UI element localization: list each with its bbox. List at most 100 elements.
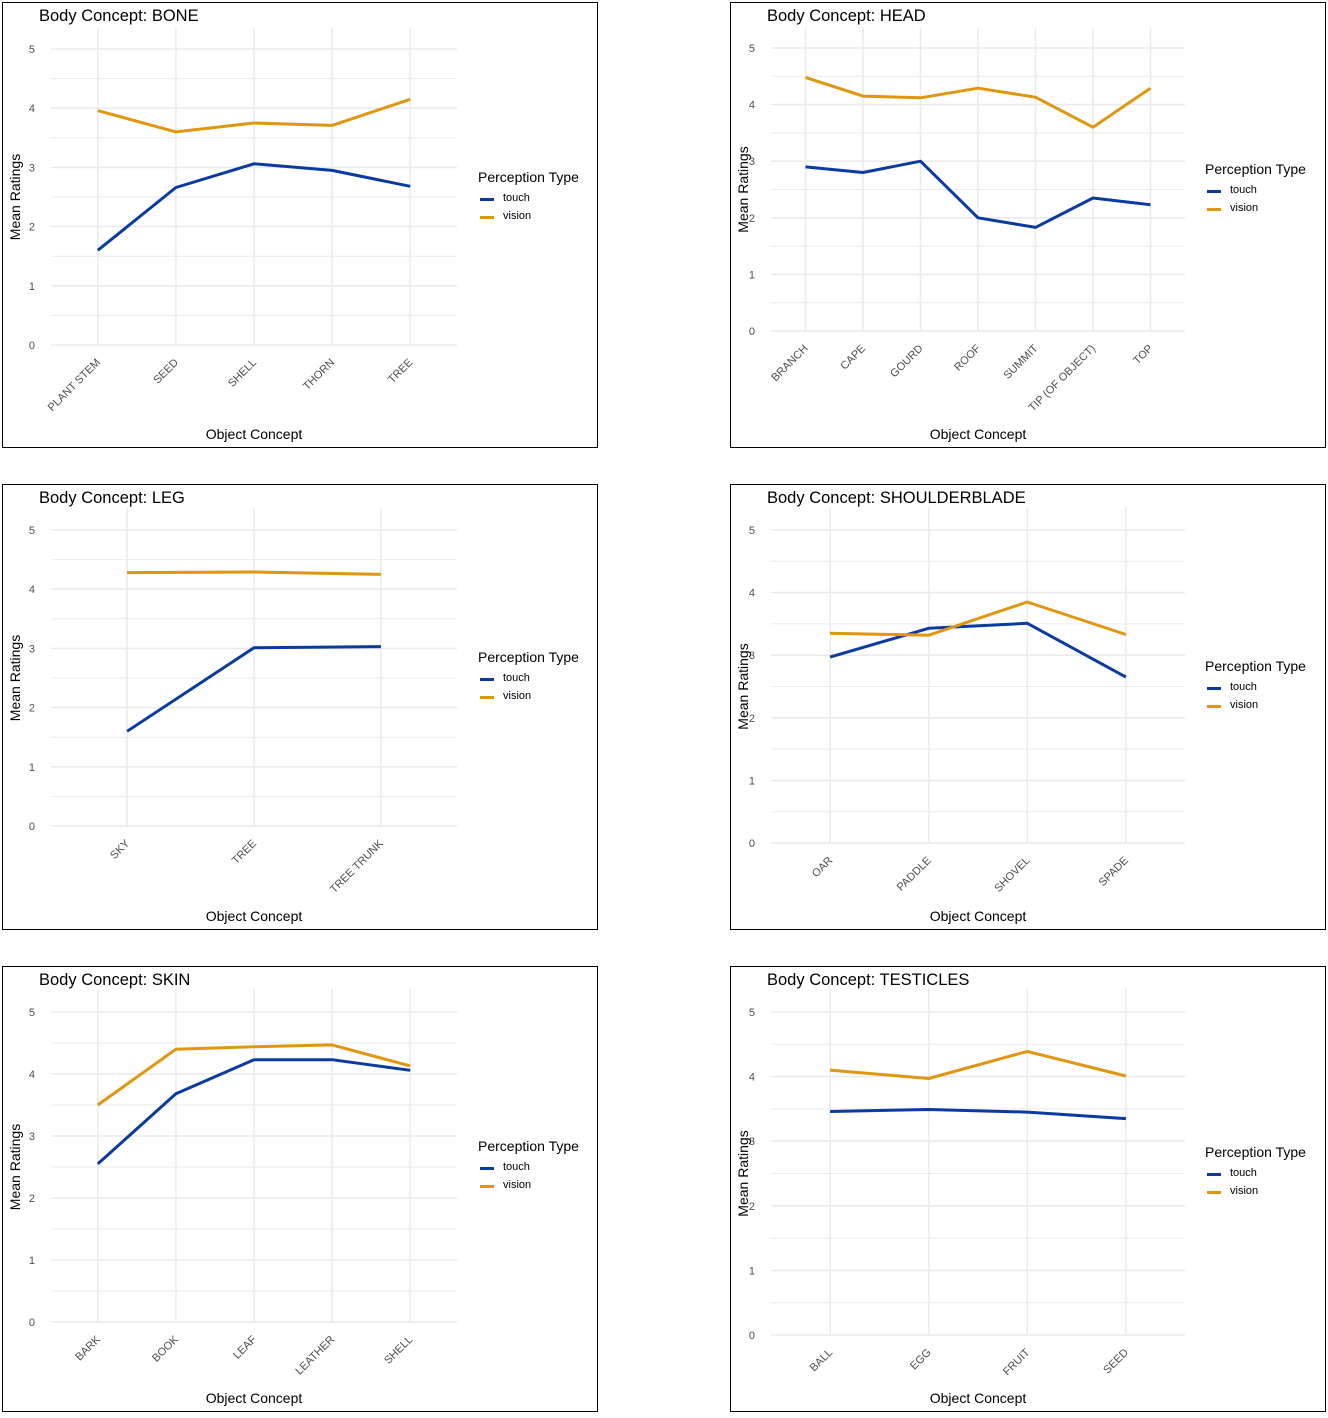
chart-panel: 0 1 2 3 4 5 SKY TREE TREE TRUNK Object Concept Mea…: [2, 484, 598, 930]
y-tick-label: 0: [749, 1330, 755, 1342]
legend-title: Perception Type: [478, 1138, 579, 1154]
y-tick-label: 2: [29, 1193, 35, 1205]
chart-panel: 0 1 2 3 4 5 BRANCH CAPE GOURD ROOF SUMMIT TIP (OF O…: [730, 2, 1326, 448]
x-tick-label: SHOVEL: [992, 855, 1032, 895]
chart-panel: 0 1 2 3 4 5 BALL EGG FRUIT SEED Object Concept Mean…: [730, 966, 1326, 1412]
y-tick-label: 0: [29, 821, 35, 833]
y-axis-title: Mean Ratings: [735, 643, 751, 729]
series-line-vision: [830, 600, 1127, 637]
legend: Perception Type touch vision: [478, 649, 608, 707]
legend-swatch-touch: [1207, 1173, 1221, 1176]
series-line-touch: [96, 162, 411, 252]
series-line-vision: [97, 97, 411, 134]
y-tick-label: 3: [749, 1136, 755, 1148]
legend-label: touch: [503, 1161, 530, 1173]
y-tick-label: 4: [29, 584, 35, 596]
legend-swatch-touch: [1207, 190, 1221, 193]
legend-item-vision: vision: [478, 209, 608, 227]
legend-label: vision: [503, 210, 532, 222]
legend: Perception Type touch vision: [478, 169, 608, 227]
legend-item-touch: touch: [478, 671, 608, 689]
chart-svg: 0 1 2 3 4 5 OAR PADDLE SHOVEL SPADE Object Concept…: [735, 506, 1185, 924]
x-tick-label: SHELL: [226, 357, 259, 390]
x-tick-label: LEAF: [231, 1333, 259, 1361]
series-line-touch: [805, 159, 1151, 229]
chart-title: Body Concept: LEG: [39, 489, 185, 507]
y-tick-label: 4: [29, 103, 35, 115]
y-tick-label: 0: [749, 838, 755, 850]
x-tick-label: TREE: [386, 357, 415, 386]
y-tick-label: 3: [29, 643, 35, 655]
legend-swatch-touch: [480, 198, 494, 201]
legend-swatch-touch: [480, 678, 494, 681]
y-tick-label: 0: [749, 326, 755, 338]
legend: Perception Type touch vision: [478, 1138, 608, 1196]
x-axis-title: Object Concept: [930, 908, 1027, 924]
chart-title: Body Concept: SHOULDERBLADE: [767, 489, 1026, 507]
y-tick-label: 2: [29, 222, 35, 234]
series-line-vision: [829, 1049, 1127, 1080]
y-tick-label: 4: [29, 1069, 35, 1081]
chart-panel: 0 1 2 3 4 5 PLANT STEM SEED SHELL THORN TREE Object…: [2, 2, 598, 448]
x-tick-label: SKY: [108, 837, 133, 862]
x-tick-label: TREE TRUNK: [328, 837, 387, 896]
chart-title: Body Concept: TESTICLES: [767, 971, 970, 989]
y-tick-label: 1: [749, 775, 755, 787]
y-tick-label: 3: [29, 162, 35, 174]
x-axis-title: Object Concept: [206, 908, 303, 924]
y-tick-label: 5: [749, 1007, 755, 1019]
legend-item-vision: vision: [478, 689, 608, 707]
series-line-touch: [126, 645, 381, 733]
y-tick-label: 5: [29, 44, 35, 56]
x-tick-label: SEED: [1101, 1347, 1131, 1377]
legend-item-touch: touch: [1205, 183, 1328, 201]
x-tick-label: ROOF: [952, 342, 983, 373]
x-tick-label: CAPE: [838, 343, 868, 373]
series-line-vision: [805, 75, 1152, 129]
legend-title: Perception Type: [478, 169, 579, 185]
y-tick-label: 3: [749, 650, 755, 662]
x-tick-label: EGG: [908, 1347, 934, 1373]
chart-svg: 0 1 2 3 4 5 BARK BOOK LEAF LEATHER SHELL Object Con…: [7, 989, 457, 1406]
y-axis-title: Mean Ratings: [735, 146, 751, 232]
y-tick-label: 0: [29, 340, 35, 352]
series-line-touch: [829, 621, 1127, 679]
legend: Perception Type touch vision: [1205, 1144, 1328, 1202]
x-tick-label: PLANT STEM: [46, 357, 103, 414]
legend-swatch-vision: [1207, 208, 1221, 211]
x-tick-label: TREE: [230, 838, 259, 867]
series-line-touch: [830, 1108, 1126, 1121]
legend-item-vision: vision: [1205, 698, 1328, 716]
x-tick-label: BARK: [73, 1333, 103, 1363]
x-tick-label: SHELL: [382, 1334, 415, 1367]
y-tick-label: 3: [29, 1131, 35, 1143]
x-tick-label: PADDLE: [895, 855, 934, 894]
legend-label: vision: [503, 690, 532, 702]
x-tick-label: OAR: [810, 855, 835, 880]
legend-label: touch: [1230, 1167, 1257, 1179]
x-axis-title: Object Concept: [930, 1390, 1027, 1406]
legend-swatch-vision: [1207, 1191, 1221, 1194]
x-tick-label: BALL: [808, 1347, 836, 1375]
y-tick-label: 1: [749, 1265, 755, 1277]
y-tick-label: 4: [749, 1072, 755, 1084]
legend-swatch-vision: [480, 216, 494, 219]
y-tick-label: 5: [749, 43, 755, 55]
series-line-touch: [96, 1058, 411, 1166]
legend-label: touch: [503, 672, 530, 684]
chart-svg: 0 1 2 3 4 5 PLANT STEM SEED SHELL THORN TREE Object…: [7, 27, 457, 442]
x-axis-title: Object Concept: [930, 426, 1027, 442]
x-tick-label: FRUIT: [1001, 1346, 1033, 1378]
x-tick-label: THORN: [301, 357, 337, 393]
chart-panel: 0 1 2 3 4 5 OAR PADDLE SHOVEL SPADE Object Concept…: [730, 484, 1326, 930]
x-tick-label: TOP: [1131, 343, 1155, 367]
legend-swatch-touch: [480, 1167, 494, 1170]
legend-item-touch: touch: [1205, 680, 1328, 698]
y-tick-label: 3: [749, 156, 755, 168]
y-axis-title: Mean Ratings: [735, 1130, 751, 1216]
chart-title: Body Concept: BONE: [39, 7, 199, 25]
legend-item-touch: touch: [478, 191, 608, 209]
legend: Perception Type touch vision: [1205, 658, 1328, 716]
x-tick-label: BRANCH: [769, 343, 810, 384]
x-tick-label: SEED: [151, 357, 181, 387]
